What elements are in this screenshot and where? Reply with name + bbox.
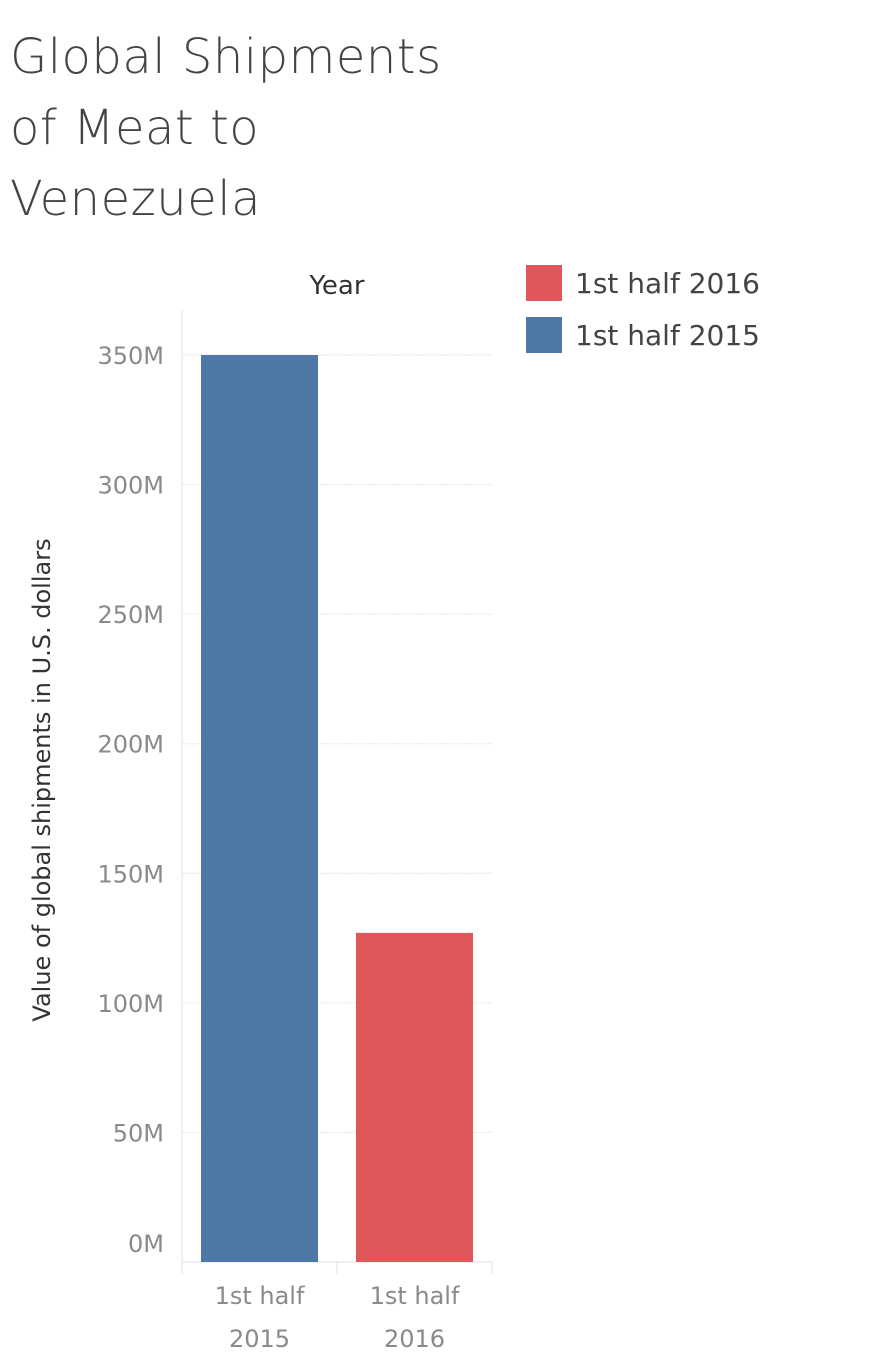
x-tick-label: 1st half: [370, 1282, 460, 1310]
bar-2015: [201, 355, 318, 1262]
x-tick-label: 2016: [384, 1325, 445, 1353]
x-tick-label: 1st half: [215, 1282, 305, 1310]
y-tick-label: 150M: [97, 860, 164, 888]
legend-swatch: [526, 317, 562, 353]
x-tick-labels: 1st half 2015 1st half 2016: [215, 1282, 460, 1353]
legend-label: 1st half 2015: [575, 319, 760, 352]
y-tick-label: 100M: [97, 990, 164, 1018]
bar-2016: [356, 932, 473, 1262]
column-header-year: Year: [308, 271, 364, 301]
y-tick-labels: 0M 50M 100M 150M 200M 250M 300M 350M: [97, 342, 164, 1258]
y-tick-label: 200M: [97, 731, 164, 759]
legend-swatch: [526, 265, 562, 301]
bars: [201, 355, 473, 1262]
legend: 1st half 2016 1st half 2015: [526, 265, 760, 353]
x-tick-label: 2015: [229, 1325, 290, 1353]
y-tick-label: 300M: [97, 472, 164, 500]
chart-title: Global Shipments of Meat to Venezuela: [10, 29, 442, 227]
y-tick-label: 250M: [97, 601, 164, 629]
y-tick-label: 50M: [113, 1119, 164, 1147]
y-tick-label: 0M: [128, 1230, 164, 1258]
y-tick-label: 350M: [97, 342, 164, 370]
y-axis-title: Value of global shipments in U.S. dollar…: [28, 538, 56, 1021]
legend-label: 1st half 2016: [575, 267, 760, 300]
